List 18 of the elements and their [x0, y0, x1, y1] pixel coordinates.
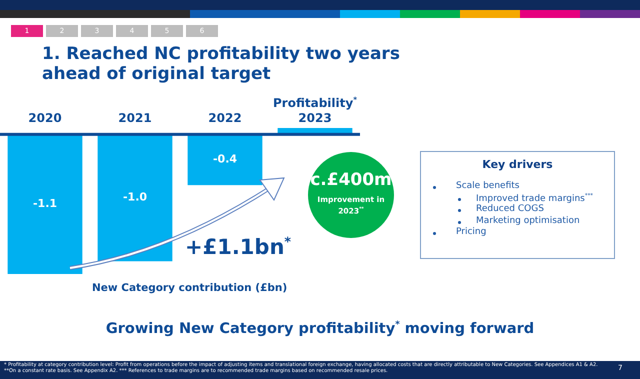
data-label: -0.4	[212, 152, 238, 166]
text: Pricing	[456, 227, 486, 237]
text: Marketing optimisation	[476, 216, 580, 226]
x-tick-label: 2020	[27, 111, 63, 126]
text: Reduced COGS	[476, 204, 544, 214]
x-tick-label: 2021	[117, 111, 153, 126]
category-label: Profitability$^{*}$ 2023	[273, 95, 357, 125]
data-label: -1.1	[32, 197, 58, 210]
text: Key drivers	[481, 158, 554, 171]
text: Improved trade margins$^{***}$	[476, 192, 593, 204]
annotation: +£1.1bn$^{*}$	[185, 234, 291, 259]
annotation: c.£400m	[309, 170, 393, 190]
x-axis-title: New Category contribution (£bn)	[92, 282, 288, 294]
text: Growing New Category profitability$^{*}$ moving forward	[104, 320, 536, 337]
x-tick-label: 2022	[207, 111, 243, 126]
data-label: -1.0	[122, 190, 148, 204]
chart-title: 1. Reached NC profitability two years ahead of original target	[42, 44, 401, 84]
text: Scale benefits	[456, 181, 520, 191]
